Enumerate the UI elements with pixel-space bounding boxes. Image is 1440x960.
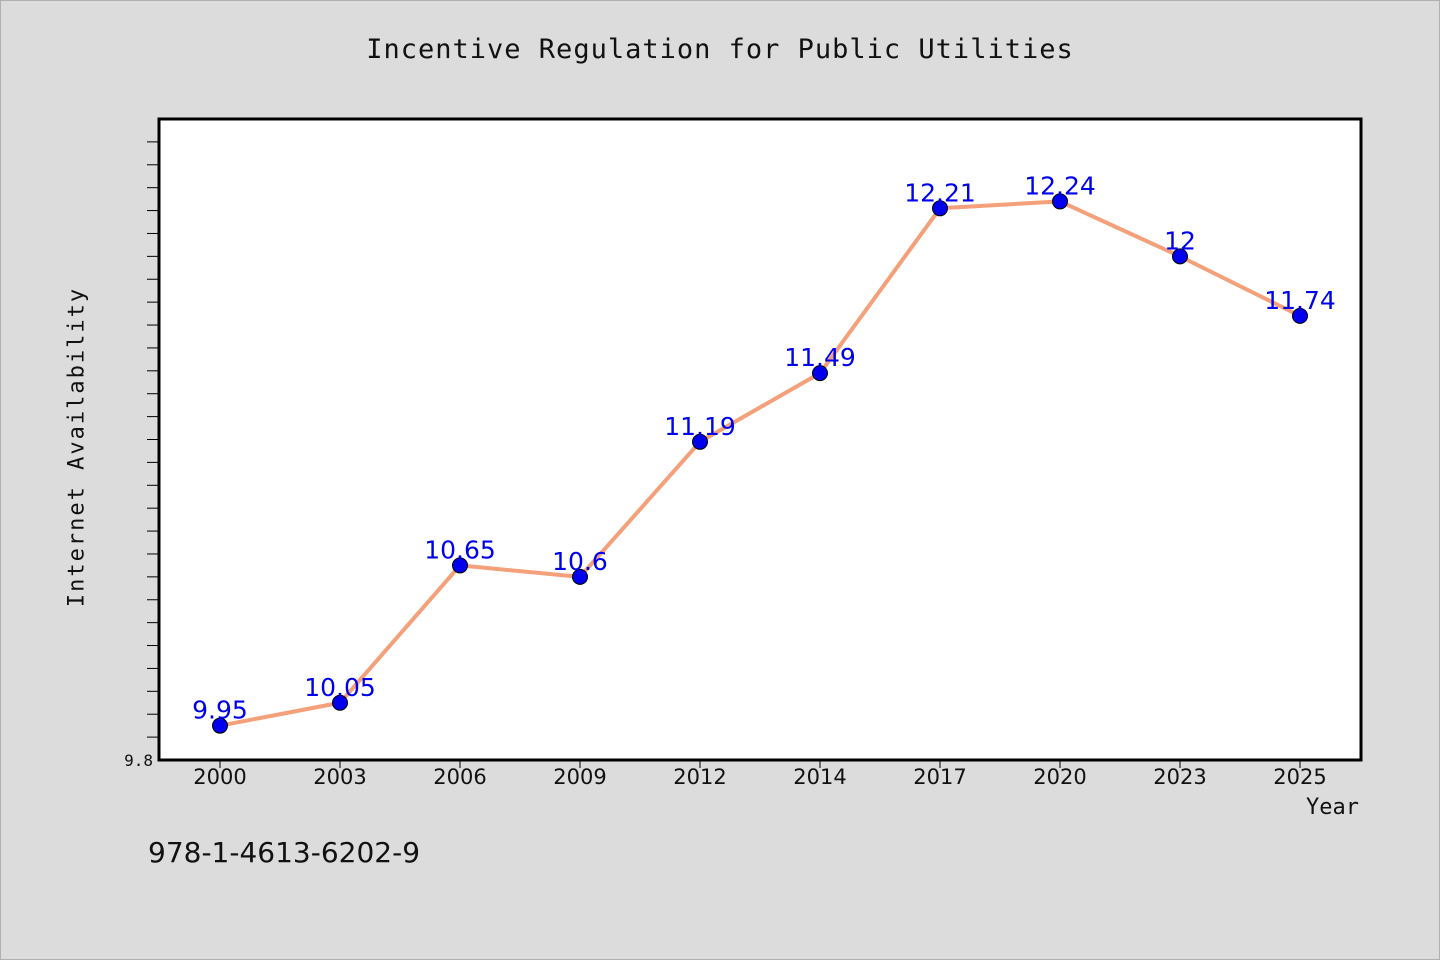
isbn-footnote: 978-1-4613-6202-9 <box>148 836 421 869</box>
data-point <box>572 568 588 585</box>
x-axis-label: Year <box>1306 795 1359 820</box>
x-tick-label: 2000 <box>193 765 246 789</box>
data-point <box>1292 307 1308 324</box>
x-tick-label: 2014 <box>793 765 846 789</box>
plot-area <box>157 117 1363 762</box>
data-point <box>452 557 468 574</box>
data-label: 10.65 <box>424 535 496 564</box>
x-tick-label: 2020 <box>1033 765 1086 789</box>
data-label: 9.95 <box>192 696 248 725</box>
markers <box>212 193 1308 734</box>
data-label: 12 <box>1164 226 1196 255</box>
data-point <box>332 694 348 711</box>
data-label: 10.05 <box>304 673 376 702</box>
x-tick-label: 2009 <box>553 765 606 789</box>
x-tick-label: 2025 <box>1273 765 1326 789</box>
data-label: 10.6 <box>552 547 608 576</box>
x-tick-label: 2003 <box>313 765 366 789</box>
data-point <box>1172 248 1188 265</box>
series-line <box>219 199 1301 728</box>
data-label: 12.24 <box>1024 171 1096 200</box>
x-tick-label: 2023 <box>1153 765 1206 789</box>
data-label: 11.19 <box>664 412 736 441</box>
data-point <box>812 365 828 382</box>
data-labels: 9.95 10.05 10.65 10.6 11.19 11.49 12.21 12.24 12… <box>192 171 1336 724</box>
data-point <box>212 717 228 734</box>
y-ticks: 9.8 <box>124 141 159 770</box>
data-label: 11.49 <box>784 343 856 372</box>
data-point <box>692 433 708 450</box>
x-tick-label: 2012 <box>673 765 726 789</box>
y-tick-label: 9.8 <box>124 751 153 770</box>
x-ticks: 2000 2003 2006 2009 2012 2014 2017 2020 2023 2025 <box>193 760 1327 789</box>
x-tick-label: 2006 <box>433 765 486 789</box>
chart-title: Incentive Regulation for Public Utilitie… <box>366 34 1074 65</box>
data-label: 11.74 <box>1264 286 1336 315</box>
data-point <box>1052 193 1068 210</box>
data-point <box>932 200 948 217</box>
data-label: 12.21 <box>904 178 976 207</box>
x-tick-label: 2017 <box>913 765 966 789</box>
